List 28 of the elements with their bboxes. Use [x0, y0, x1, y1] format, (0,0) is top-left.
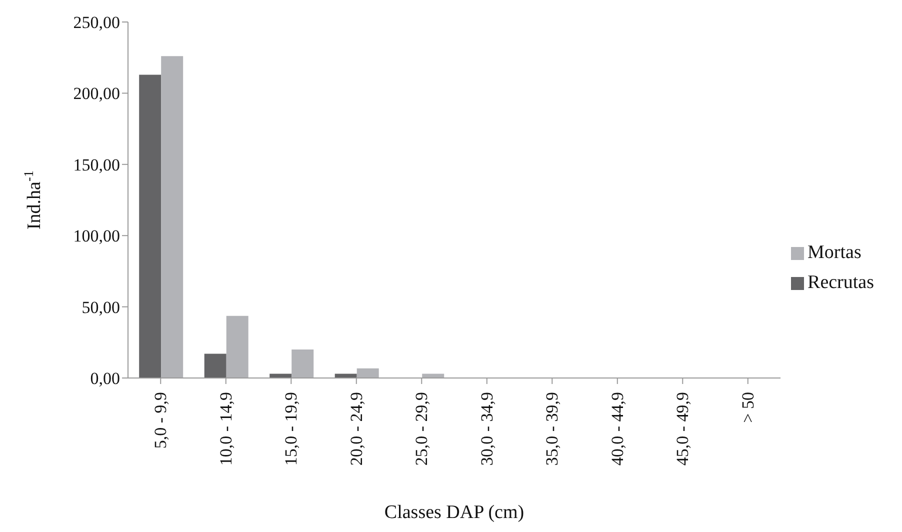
bar	[292, 350, 314, 378]
y-tick-label: 0,00	[90, 369, 120, 388]
x-tick-label: 5,0 - 9,9	[151, 392, 170, 449]
x-tick-label: 15,0 - 19,9	[282, 392, 301, 466]
bar	[356, 368, 379, 378]
bar	[139, 74, 162, 378]
bar	[161, 56, 184, 378]
x-tick-label: 30,0 - 34,9	[477, 392, 496, 466]
x-tick-label: 45,0 - 49,9	[673, 392, 692, 466]
y-tick-label: 200,00	[73, 84, 120, 104]
legend-label: Recrutas	[808, 272, 874, 293]
x-tick-label: 25,0 - 29,9	[412, 392, 432, 466]
y-tick-label: 250,00	[73, 13, 120, 32]
x-tick-label: 35,0 - 39,9	[542, 392, 562, 466]
x-tick-label: 40,0 - 44,9	[608, 392, 627, 466]
x-tick-label: 10,0 - 14,9	[216, 392, 236, 466]
y-tick-label: 100,00	[73, 226, 120, 246]
bar	[226, 316, 248, 378]
y-tick-label: 50,00	[82, 298, 120, 317]
y-tick-label: 150,00	[73, 155, 120, 174]
bar	[270, 374, 292, 378]
x-axis-title: Classes DAP (cm)	[384, 502, 524, 523]
bar	[422, 374, 444, 378]
x-tick-label: 20,0 - 24,9	[346, 392, 366, 466]
x-tick-label: > 50	[738, 392, 758, 423]
legend-label: Mortas	[808, 242, 862, 263]
bar	[334, 374, 357, 378]
bar	[204, 354, 226, 378]
